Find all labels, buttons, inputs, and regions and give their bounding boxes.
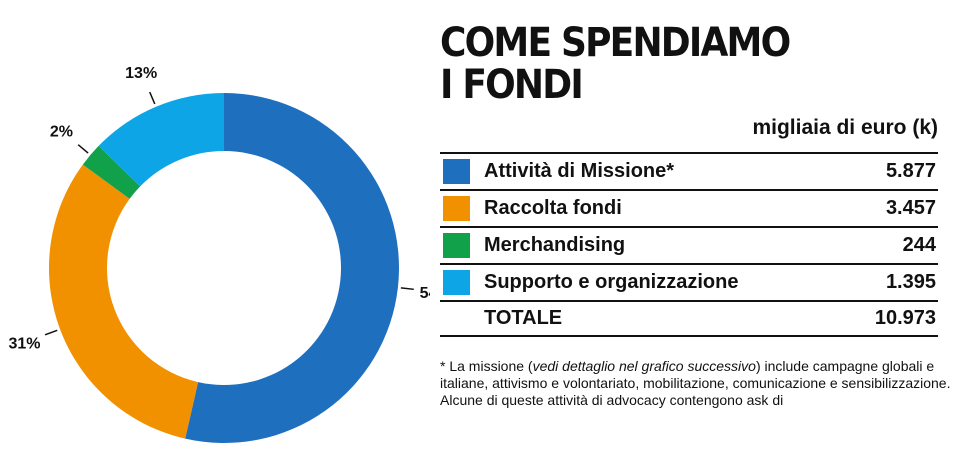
total-label: TOTALE: [484, 307, 563, 329]
percent-label: 31%: [8, 336, 40, 353]
leader-line: [149, 91, 156, 105]
title-line-1: COME SPENDIAMO: [440, 20, 791, 66]
donut-slice-supporto-e-organizzazione: [98, 93, 224, 187]
swatch-merchandising: [443, 233, 470, 258]
row-label: Merchandising: [484, 234, 626, 256]
footnote-suffix: ) include campagne globali e italiane, a…: [440, 358, 951, 408]
table-row: Attività di Missione* 5.877: [440, 152, 938, 189]
legend-table: Attività di Missione* 5.877 Raccolta fon…: [440, 152, 938, 337]
percent-label: 54%: [420, 285, 430, 302]
total-value: 10.973: [874, 307, 936, 329]
row-value: 1.395: [885, 271, 936, 293]
table-row: Supporto e organizzazione 1.395: [440, 263, 938, 300]
donut-slice-attivit-di-missione: [185, 93, 400, 443]
footnote-prefix: * La missione (: [440, 358, 533, 374]
donut-slice-raccolta-fondi: [48, 164, 199, 439]
percent-label: 2%: [50, 123, 73, 140]
footnote: * La missione (vedi dettaglio nel grafic…: [440, 358, 960, 409]
unit-label: migliaia di euro (k): [752, 116, 938, 139]
donut-chart: 54% 31% 2% 13%: [0, 0, 430, 471]
page-title: COME SPENDIAMO I FONDI: [440, 22, 890, 106]
row-value: 3.457: [885, 197, 936, 219]
row-label: Raccolta fondi: [484, 197, 622, 219]
row-label: Attività di Missione*: [484, 160, 675, 182]
swatch-spacer: [443, 306, 470, 331]
table-row-total: TOTALE 10.973: [440, 300, 938, 337]
leader-line: [400, 287, 414, 291]
leader-line: [44, 329, 58, 336]
swatch-raccolta: [443, 196, 470, 221]
row-value: 244: [902, 234, 936, 256]
footnote-italic: vedi dettaglio nel grafico successivo: [532, 358, 756, 374]
percent-label: 13%: [125, 65, 157, 82]
table-row: Merchandising 244: [440, 226, 938, 263]
donut-slice-merchandising: [82, 145, 141, 199]
row-label: Supporto e organizzazione: [484, 271, 739, 293]
title-line-2: I FONDI: [440, 62, 584, 108]
row-value: 5.877: [885, 160, 936, 182]
swatch-supporto: [443, 270, 470, 295]
leader-line: [77, 144, 89, 154]
swatch-missione: [443, 159, 470, 184]
table-row: Raccolta fondi 3.457: [440, 189, 938, 226]
donut-chart-svg: 54% 31% 2% 13%: [8, 65, 430, 443]
